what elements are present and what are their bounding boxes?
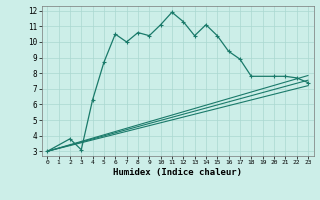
X-axis label: Humidex (Indice chaleur): Humidex (Indice chaleur) bbox=[113, 168, 242, 177]
